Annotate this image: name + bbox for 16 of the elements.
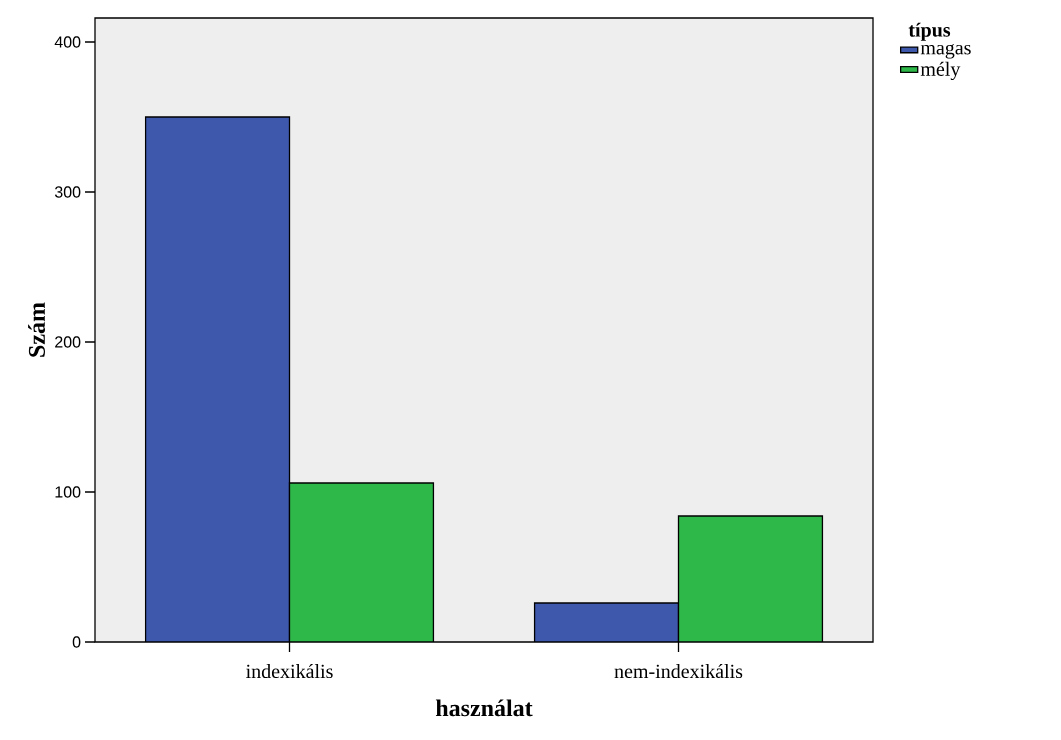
y-tick-label: 0 (72, 636, 81, 648)
y-tick-label: 300 (54, 186, 81, 198)
y-tick-label: 100 (55, 486, 81, 498)
legend-title: típus (908, 22, 951, 41)
bar (144, 116, 291, 642)
x-axis-title: használat (435, 699, 533, 717)
legend-label: magas (920, 44, 971, 59)
bar (677, 515, 824, 642)
x-tick-label: nem-indexikális (614, 663, 743, 679)
bar (533, 602, 680, 642)
bar (288, 482, 435, 642)
legend-label: mély (920, 61, 961, 81)
y-tick-label: 400 (54, 36, 81, 48)
x-tick-label: indexikális (246, 663, 333, 679)
y-tick-label: 200 (55, 336, 81, 348)
y-axis-title: Szám (28, 302, 46, 357)
